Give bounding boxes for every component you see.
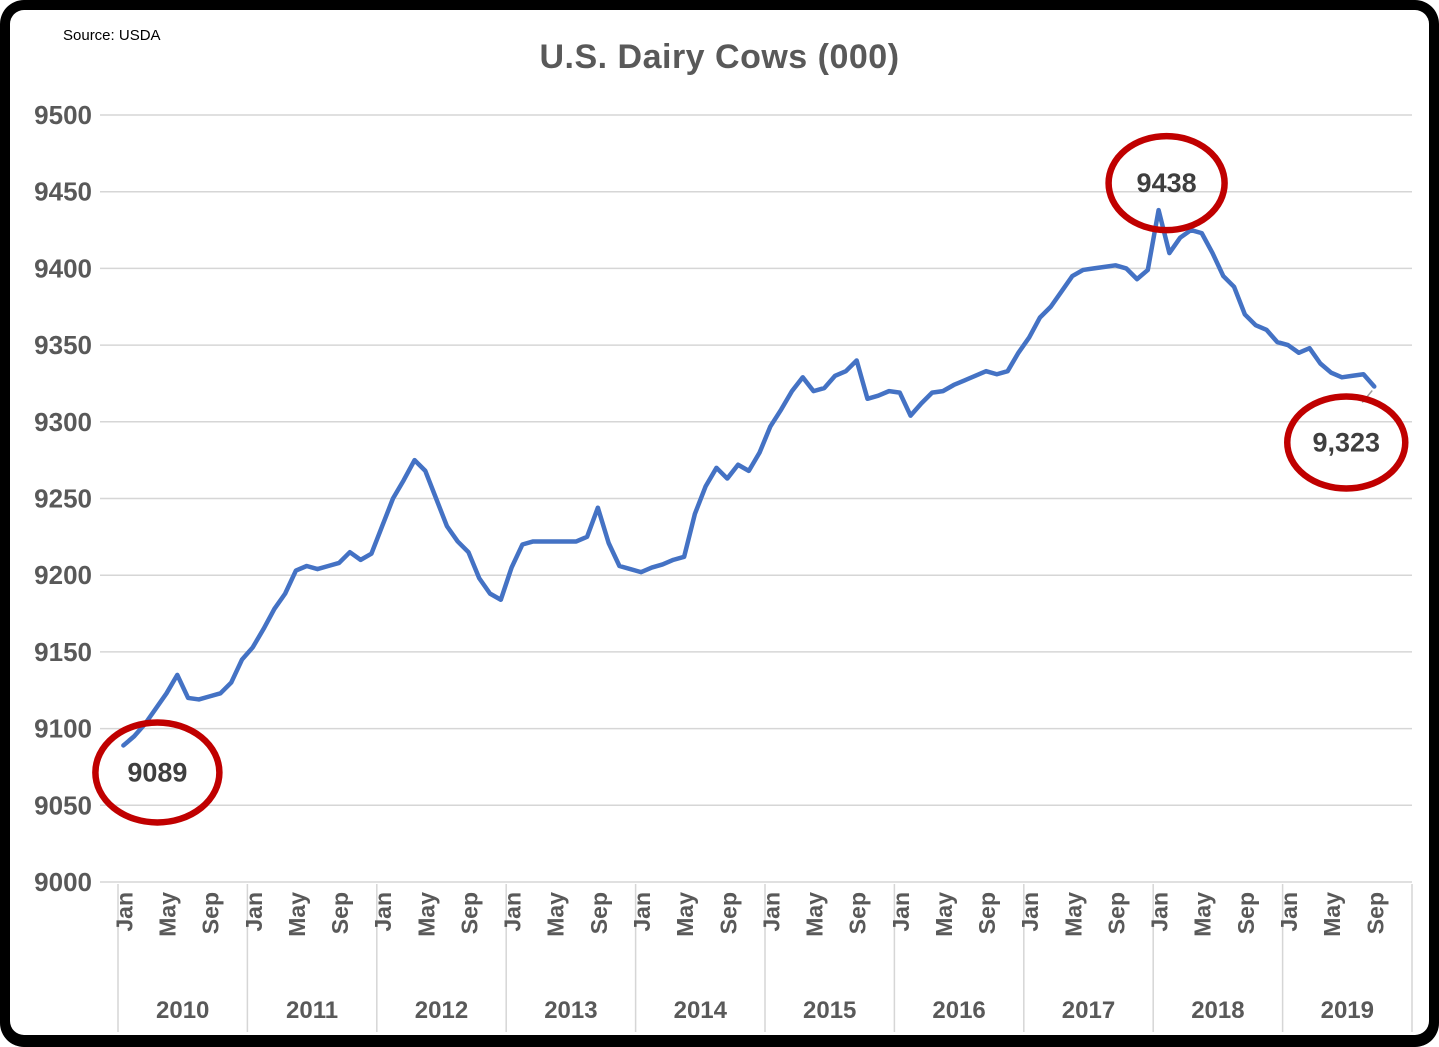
month-tick-label: Jan [888,892,914,932]
year-label: 2016 [932,997,985,1024]
month-tick-label: Sep [456,892,482,934]
y-tick-label: 9400 [34,253,92,283]
month-tick-label: Jan [1276,892,1302,932]
month-tick-label: Jan [629,892,655,932]
month-tick-label: Sep [586,892,612,934]
chart-title: U.S. Dairy Cows (000) [539,38,900,76]
annotation-ellipse [1284,393,1409,492]
annotation-ellipse [92,719,223,826]
month-tick-label: May [155,892,181,937]
annotation-label: 9438 [1137,168,1197,198]
year-label: 2013 [544,997,597,1024]
month-tick-label: May [413,892,439,937]
y-tick-label: 9000 [34,867,92,897]
month-tick-label: Jan [1147,892,1173,932]
year-label: 2012 [415,997,468,1024]
annotation-label: 9,323 [1312,428,1380,458]
month-tick-label: Sep [1233,892,1259,934]
y-tick-label: 9150 [34,637,92,667]
y-tick-label: 9100 [34,714,92,744]
month-tick-label: Sep [845,892,871,934]
month-tick-label: May [543,892,569,937]
month-tick-label: May [931,892,957,937]
month-tick-label: Jan [370,892,396,932]
y-tick-label: 9450 [34,177,92,207]
month-tick-label: Sep [715,892,741,934]
y-tick-label: 9500 [34,100,92,130]
month-tick-label: Sep [974,892,1000,934]
year-label: 2017 [1062,997,1115,1024]
year-label: 2018 [1191,997,1244,1024]
annotation-label: 9089 [127,757,187,787]
y-tick-label: 9200 [34,560,92,590]
month-tick-label: Jan [500,892,526,932]
annotation-9089: 9089 [92,719,223,826]
year-label: 2015 [803,997,856,1024]
y-tick-label: 9350 [34,330,92,360]
year-label: 2010 [156,997,209,1024]
y-tick-label: 9050 [34,790,92,820]
annotation-9438: 9438 [1105,132,1228,234]
month-tick-label: May [1319,892,1345,937]
annotation-9323: 9,323 [1284,390,1409,492]
month-tick-label: Sep [327,892,353,934]
year-label: 2011 [286,997,338,1024]
annotation-ellipse [1105,132,1228,234]
x-axis-labels: Jan May Sep 2010 Jan May Sep 2011 Jan May Sep 2012 J… [111,892,1388,1024]
month-tick-label: Jan [1017,892,1043,932]
y-axis-labels: 9000 9050 9100 9150 9200 9250 9300 9350 9400 9450… [34,100,92,897]
y-tick-label: 9250 [34,484,92,514]
month-tick-label: May [1060,892,1086,937]
month-tick-label: May [802,892,828,937]
month-tick-label: Jan [111,892,137,932]
source-label: Source: USDA [63,27,161,44]
month-tick-label: May [284,892,310,937]
month-tick-label: May [672,892,698,937]
year-separators [117,884,1413,1032]
year-label: 2019 [1321,997,1374,1024]
month-tick-label: May [1190,892,1216,937]
dairy-cows-data-line [121,207,1377,748]
month-tick-label: Jan [241,892,267,932]
month-tick-label: Sep [198,892,224,934]
year-label: 2014 [674,997,728,1024]
month-tick-label: Sep [1362,892,1388,934]
chart-panel [10,10,1429,1035]
y-tick-label: 9300 [34,407,92,437]
month-tick-label: Sep [1103,892,1129,934]
gridlines [100,114,1412,883]
month-tick-label: Jan [758,892,784,932]
